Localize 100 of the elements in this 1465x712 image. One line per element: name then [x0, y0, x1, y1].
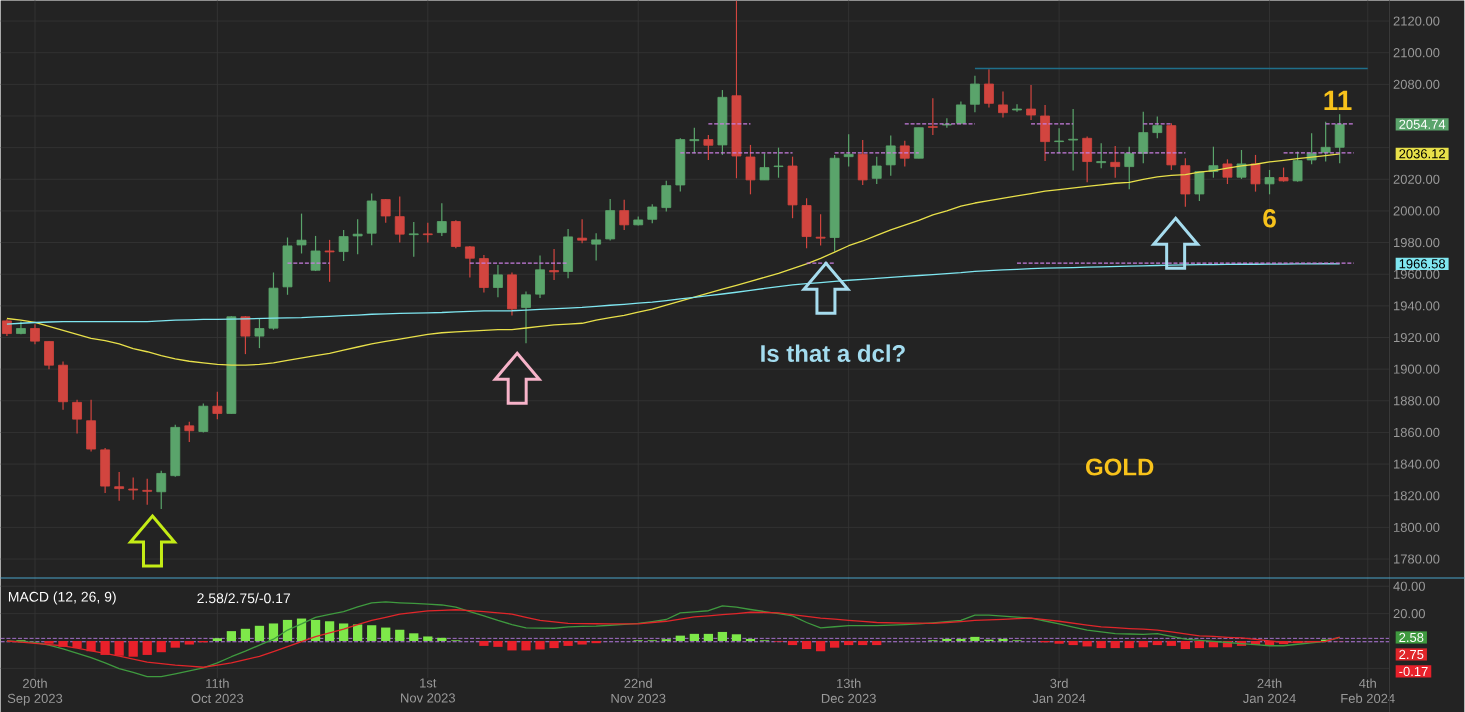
- bar: [226, 630, 237, 641]
- candlestick: [394, 195, 405, 243]
- bar: [1124, 640, 1134, 648]
- bar: [353, 624, 363, 641]
- bar: [787, 640, 798, 645]
- bar: [100, 640, 110, 655]
- candlestick: [1194, 170, 1205, 202]
- bar: [956, 638, 966, 641]
- candlestick: [352, 218, 363, 255]
- bar: [549, 640, 559, 648]
- bar: [507, 640, 517, 651]
- annotation: 6: [1263, 208, 1276, 228]
- bar: [184, 640, 194, 645]
- x-tick-label: 3rd Jan 2024: [1032, 678, 1086, 703]
- candlestick: [254, 317, 265, 349]
- bar: [437, 637, 447, 641]
- candlestick: [493, 264, 503, 298]
- bar: [1166, 640, 1176, 646]
- text: 2054.74: [1399, 119, 1446, 129]
- bar: [858, 640, 868, 645]
- candlestick: [422, 221, 433, 243]
- bar: [381, 627, 391, 641]
- bar: [44, 640, 54, 644]
- y-tick-label: 1980.00: [1393, 237, 1440, 247]
- bar: [254, 625, 265, 641]
- candlestick: [1236, 149, 1247, 180]
- candlestick: [577, 218, 587, 244]
- bar: [170, 640, 180, 648]
- y-tick-label: 40.00: [1393, 581, 1425, 591]
- candlestick: [1250, 154, 1261, 193]
- candlestick: [1138, 110, 1149, 164]
- x-tick-label: 13th Dec 2023: [821, 678, 876, 703]
- bar: [72, 640, 82, 648]
- y-tick-label: 1900.00: [1393, 364, 1440, 374]
- bar: [1110, 640, 1120, 648]
- candlestick: [1096, 142, 1107, 169]
- candlestick: [591, 232, 602, 262]
- candlestick: [773, 146, 784, 179]
- candlestick: [338, 229, 349, 262]
- candlestick: [44, 340, 54, 370]
- candlestick: [1124, 145, 1135, 190]
- candlestick: [128, 476, 139, 501]
- y-tick-label: 2100.00: [1393, 47, 1440, 58]
- x-tick-label: 22nd Nov 2023: [611, 678, 666, 703]
- y-tick-label: 1820.00: [1393, 490, 1440, 501]
- candlestick: [815, 213, 826, 246]
- text: -0.17: [1399, 666, 1428, 676]
- candlestick: [689, 126, 700, 154]
- bar: [114, 640, 124, 656]
- y-tick-label: 1860.00: [1393, 427, 1440, 437]
- x-tick-label: 11th Oct 2023: [191, 678, 244, 703]
- bar: [240, 628, 251, 641]
- bar: [998, 638, 1008, 641]
- bar: [815, 640, 826, 652]
- candlestick: [984, 68, 994, 108]
- x-tick-label: 20th Sep 2023: [7, 678, 63, 706]
- candlestick: [899, 139, 910, 168]
- bar: [801, 640, 812, 649]
- candlestick: [324, 239, 335, 283]
- bar: [942, 638, 952, 641]
- annotation: Is that a dcl?: [761, 344, 905, 362]
- candlestick: [1026, 84, 1036, 121]
- candlestick: [1110, 145, 1121, 179]
- y-tick-label: 1800.00: [1393, 522, 1440, 532]
- candlestick: [310, 235, 321, 272]
- candlestick: [1320, 120, 1331, 162]
- bar: [367, 625, 377, 641]
- x-tick-label: 1st Nov 2023: [401, 678, 455, 703]
- candlestick: [408, 221, 419, 258]
- bar: [1068, 640, 1078, 645]
- bar: [86, 640, 96, 652]
- y-tick-label: 2080.00: [1393, 79, 1440, 89]
- candlestick: [619, 199, 630, 231]
- bar: [128, 640, 138, 657]
- bar: [731, 634, 742, 641]
- bar: [717, 631, 728, 641]
- bar: [703, 633, 713, 641]
- candlestick: [843, 133, 854, 168]
- candlestick: [745, 144, 756, 195]
- bar: [409, 633, 419, 641]
- candlestick: [1012, 103, 1022, 113]
- bar: [563, 640, 573, 646]
- candlestick: [30, 323, 40, 345]
- bar: [830, 640, 840, 648]
- bar: [338, 623, 349, 641]
- bar: [212, 638, 222, 641]
- candlestick: [1068, 108, 1079, 171]
- candlestick: [549, 248, 559, 281]
- candlestick: [1264, 169, 1275, 195]
- bar: [479, 640, 489, 646]
- candlestick: [156, 469, 167, 510]
- candlestick: [114, 471, 125, 502]
- bar: [1138, 640, 1148, 648]
- candlestick: [759, 152, 770, 181]
- bar: [282, 619, 293, 641]
- candlestick: [142, 477, 153, 506]
- bar: [872, 640, 882, 645]
- bar: [324, 621, 335, 641]
- candlestick: [1082, 135, 1093, 183]
- text: MACD (12, 26, 9): [8, 591, 116, 605]
